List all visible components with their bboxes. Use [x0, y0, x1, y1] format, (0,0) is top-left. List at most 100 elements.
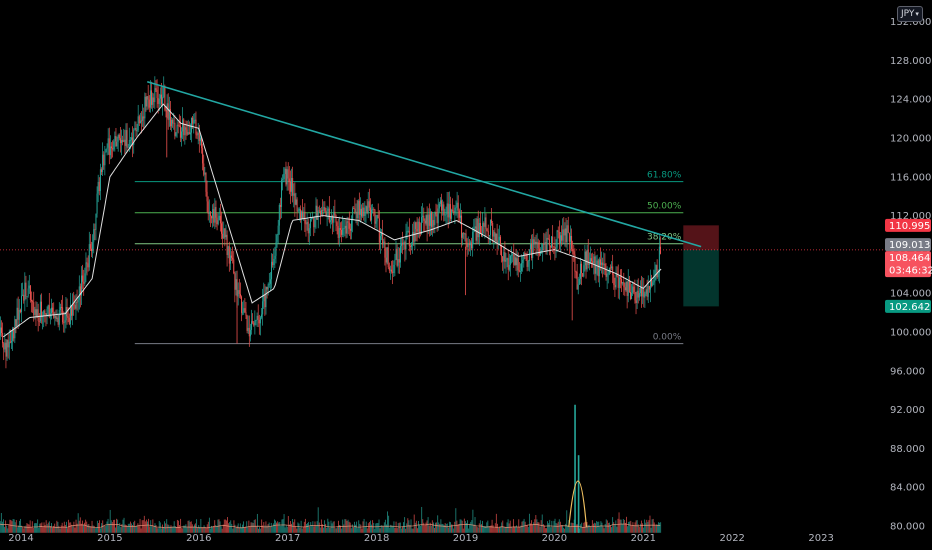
- volume-bar: [346, 520, 348, 533]
- candle-body: [403, 242, 405, 245]
- volume-bar: [484, 526, 486, 533]
- volume-bar: [626, 516, 627, 533]
- volume-bar: [521, 521, 523, 533]
- volume-bar: [371, 524, 372, 533]
- candle-body: [625, 281, 627, 291]
- price-badge-label: 108.464: [889, 253, 930, 264]
- candle-body: [467, 243, 469, 248]
- volume-bar: [185, 524, 187, 533]
- volume-bar: [447, 527, 449, 533]
- candle-body: [623, 282, 625, 288]
- volume-bar: [576, 524, 578, 533]
- candle-body: [51, 307, 53, 314]
- volume-bar: [138, 525, 140, 533]
- candle-body: [465, 233, 467, 243]
- volume-bar: [421, 506, 423, 533]
- candle-body: [581, 263, 583, 274]
- volume-bar: [119, 522, 121, 533]
- candle-body: [599, 259, 601, 265]
- candle-body: [189, 132, 191, 135]
- candle-body: [472, 232, 474, 249]
- volume-bar: [172, 526, 174, 533]
- trendline[interactable]: [147, 80, 702, 248]
- volume-bar: [341, 528, 343, 533]
- volume-bar: [269, 526, 271, 533]
- volume-bar: [601, 522, 603, 533]
- candle-body: [52, 307, 54, 313]
- chevron-down-icon: ▾: [915, 10, 919, 18]
- candle-body: [59, 307, 61, 310]
- volume-bar: [376, 522, 378, 533]
- candle-body: [366, 206, 368, 213]
- volume-bar: [594, 522, 595, 533]
- candle-body: [274, 255, 276, 259]
- candle-body: [426, 215, 428, 230]
- candle-body: [117, 134, 119, 142]
- volume-bar: [475, 525, 477, 533]
- candle-body: [25, 282, 27, 297]
- volume-bar: [586, 522, 588, 533]
- volume-bar: [169, 526, 171, 533]
- candle-body: [97, 181, 99, 194]
- volume-bar: [617, 518, 619, 533]
- volume-ma-line: [0, 523, 661, 529]
- volume-bar: [422, 519, 424, 533]
- volume-bar: [1, 521, 3, 533]
- volume-bar: [16, 527, 18, 533]
- volume-bar: [32, 527, 34, 533]
- candle-body: [643, 288, 645, 298]
- candle-body: [331, 216, 333, 221]
- volume-bar: [472, 509, 474, 533]
- y-tick-label: 84.000: [890, 483, 925, 494]
- volume-bar: [411, 528, 413, 533]
- short-position-tool[interactable]: [683, 225, 719, 307]
- candle-body: [237, 290, 239, 297]
- volume-bar: [520, 525, 522, 533]
- currency-selector-button[interactable]: JPY▾: [897, 6, 923, 22]
- volume-bar: [37, 519, 39, 533]
- candle-body: [576, 271, 578, 290]
- candle-body: [549, 245, 551, 248]
- candle-body: [6, 339, 8, 357]
- volume-bar: [92, 525, 94, 533]
- volume-bar: [526, 524, 528, 533]
- candle-body: [143, 116, 145, 119]
- candle-body: [69, 305, 71, 325]
- candle-body: [642, 288, 644, 297]
- candle-body: [485, 217, 487, 229]
- volume-bar: [606, 520, 608, 533]
- volume-bar: [69, 522, 71, 533]
- volume-bar: [474, 517, 476, 533]
- candle-body: [246, 315, 248, 331]
- volume-bar: [373, 522, 375, 533]
- time-axis[interactable]: 2014 2015 2016 2017 2018 2019 2020 2021 2022 2023: [8, 533, 834, 544]
- candle-body: [474, 226, 476, 228]
- candle-body: [18, 309, 20, 320]
- volume-bar: [125, 525, 127, 533]
- candle-body: [102, 154, 104, 172]
- volume-bar: [44, 524, 46, 533]
- volume-bar: [355, 524, 356, 533]
- volume-bar: [381, 525, 383, 533]
- volume-bar: [322, 524, 323, 533]
- volume-bar: [144, 521, 146, 533]
- candle-body: [273, 258, 275, 266]
- volume-bar: [483, 526, 485, 533]
- volume-bar: [451, 524, 452, 533]
- candle-body: [406, 230, 408, 235]
- candle-body: [307, 221, 309, 234]
- volume-bar: [408, 520, 410, 533]
- candle-body: [109, 146, 111, 156]
- volume-bar: [610, 525, 611, 533]
- candle-body: [408, 230, 410, 247]
- candle-body: [261, 314, 263, 318]
- volume-bar: [420, 525, 422, 533]
- candle-body: [381, 232, 383, 237]
- volume-bar: [500, 526, 502, 533]
- x-tick-label: 2014: [8, 533, 33, 544]
- candle-body: [615, 273, 617, 288]
- volume-bar: [42, 526, 44, 533]
- volume-bar: [336, 527, 338, 533]
- volume-bar: [386, 524, 387, 533]
